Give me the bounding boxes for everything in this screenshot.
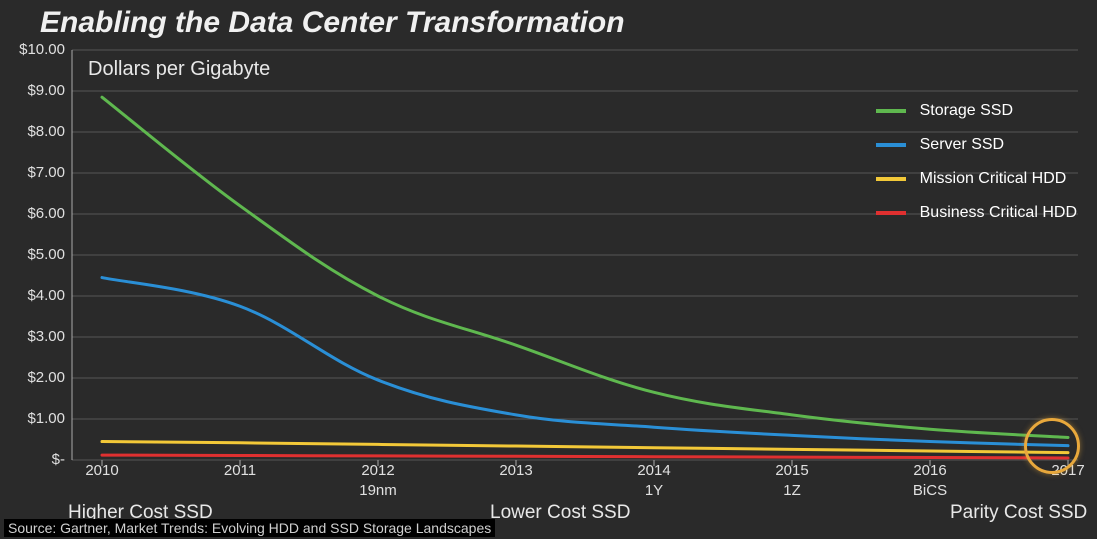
x-tick-label: 2016: [913, 462, 946, 479]
legend-label: Mission Critical HDD: [920, 170, 1067, 188]
x-tick-sublabel: 1Y: [645, 482, 663, 499]
legend-item: Business Critical HDD: [876, 204, 1077, 222]
y-tick-label: $5.00: [27, 246, 65, 263]
y-tick-label: $1.00: [27, 410, 65, 427]
x-tick-label: 2014: [637, 462, 670, 479]
legend-swatch-icon: [876, 177, 906, 181]
legend-item: Mission Critical HDD: [876, 170, 1077, 188]
y-tick-label: $3.00: [27, 328, 65, 345]
x-tick-sublabel: 19nm: [359, 482, 397, 499]
legend-swatch-icon: [876, 211, 906, 215]
legend-swatch-icon: [876, 109, 906, 113]
highlight-ring-icon: [1024, 418, 1080, 474]
x-tick-label: 2010: [85, 462, 118, 479]
line-chart: [0, 0, 1097, 539]
y-tick-label: $2.00: [27, 369, 65, 386]
x-tick-label: 2011: [224, 462, 256, 479]
region-label: Lower Cost SSD: [490, 502, 630, 524]
y-tick-label: $8.00: [27, 123, 65, 140]
legend-label: Server SSD: [920, 136, 1004, 154]
y-tick-label: $9.00: [27, 82, 65, 99]
y-tick-label: $6.00: [27, 205, 65, 222]
y-tick-label: $4.00: [27, 287, 65, 304]
x-tick-label: 2012: [361, 462, 394, 479]
legend-label: Storage SSD: [920, 102, 1013, 120]
y-tick-label: $10.00: [19, 41, 65, 58]
legend-label: Business Critical HDD: [920, 204, 1077, 222]
legend-swatch-icon: [876, 143, 906, 147]
x-tick-label: 2013: [499, 462, 532, 479]
y-tick-label: $7.00: [27, 164, 65, 181]
x-tick-sublabel: 1Z: [783, 482, 801, 499]
x-tick-label: 2015: [775, 462, 808, 479]
legend-item: Server SSD: [876, 136, 1077, 154]
source-attribution: Source: Gartner, Market Trends: Evolving…: [4, 519, 495, 537]
legend-item: Storage SSD: [876, 102, 1077, 120]
y-tick-label: $-: [52, 451, 65, 468]
legend: Storage SSD Server SSD Mission Critical HD…: [876, 102, 1077, 238]
x-tick-sublabel: BiCS: [913, 482, 947, 499]
region-label: Parity Cost SSD: [950, 502, 1087, 524]
